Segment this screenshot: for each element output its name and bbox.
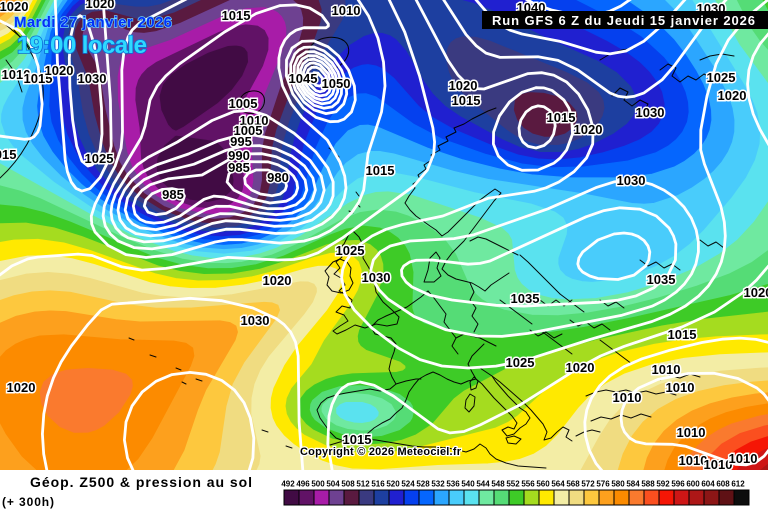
svg-text:548: 548 [491, 480, 505, 489]
svg-text:492: 492 [281, 480, 295, 489]
svg-text:516: 516 [371, 480, 385, 489]
svg-text:1010: 1010 [613, 390, 642, 405]
svg-text:1030: 1030 [78, 71, 107, 86]
svg-text:536: 536 [446, 480, 460, 489]
svg-text:1030: 1030 [241, 313, 270, 328]
svg-text:556: 556 [521, 480, 535, 489]
svg-text:1015: 1015 [343, 432, 372, 447]
svg-text:1005: 1005 [229, 96, 258, 111]
svg-text:600: 600 [686, 480, 700, 489]
svg-text:512: 512 [356, 480, 370, 489]
svg-text:608: 608 [716, 480, 730, 489]
svg-text:1010: 1010 [666, 380, 695, 395]
svg-text:552: 552 [506, 480, 520, 489]
svg-text:1025: 1025 [506, 355, 535, 370]
svg-text:532: 532 [431, 480, 445, 489]
svg-text:604: 604 [701, 480, 715, 489]
svg-text:524: 524 [401, 480, 415, 489]
svg-text:1010: 1010 [240, 113, 269, 128]
svg-text:1020: 1020 [45, 63, 74, 78]
svg-text:1020: 1020 [0, 0, 28, 14]
svg-text:1010: 1010 [652, 362, 681, 377]
svg-text:588: 588 [641, 480, 655, 489]
svg-text:520: 520 [386, 480, 400, 489]
svg-text:985: 985 [228, 160, 250, 175]
svg-text:1020: 1020 [566, 360, 595, 375]
svg-text:580: 580 [611, 480, 625, 489]
svg-text:496: 496 [296, 480, 310, 489]
svg-text:1010: 1010 [729, 451, 758, 466]
svg-text:1015: 1015 [547, 110, 576, 125]
svg-text:1010: 1010 [2, 67, 31, 82]
svg-text:1010: 1010 [332, 3, 361, 18]
svg-text:1020: 1020 [449, 78, 478, 93]
svg-text:1030: 1030 [362, 270, 391, 285]
svg-text:19:00 locale: 19:00 locale [17, 32, 147, 59]
svg-text:1015: 1015 [0, 147, 16, 162]
svg-text:1035: 1035 [511, 291, 540, 306]
svg-text:584: 584 [626, 480, 640, 489]
svg-text:1010: 1010 [704, 457, 733, 472]
svg-text:540: 540 [461, 480, 475, 489]
svg-text:508: 508 [341, 480, 355, 489]
svg-text:995: 995 [230, 134, 252, 149]
svg-text:596: 596 [671, 480, 685, 489]
svg-text:1010: 1010 [677, 425, 706, 440]
svg-text:1020: 1020 [744, 285, 768, 300]
svg-text:1005: 1005 [234, 123, 263, 138]
svg-text:Mardi 27 janvier 2026: Mardi 27 janvier 2026 [14, 14, 172, 31]
svg-text:1030: 1030 [617, 173, 646, 188]
svg-text:1015: 1015 [366, 163, 395, 178]
svg-text:1045: 1045 [289, 71, 318, 86]
svg-text:1015: 1015 [24, 71, 53, 86]
svg-text:Run GFS 6 Z du Jeudi 15 janvie: Run GFS 6 Z du Jeudi 15 janvier 2026 [492, 13, 755, 28]
svg-text:560: 560 [536, 480, 550, 489]
svg-text:1050: 1050 [322, 76, 351, 91]
svg-text:576: 576 [596, 480, 610, 489]
svg-text:1025: 1025 [85, 151, 114, 166]
svg-text:1020: 1020 [7, 380, 36, 395]
svg-text:1010: 1010 [679, 453, 708, 468]
svg-text:1020: 1020 [718, 88, 747, 103]
svg-text:1015: 1015 [222, 8, 251, 23]
svg-text:1030: 1030 [636, 105, 665, 120]
svg-text:1020: 1020 [574, 122, 603, 137]
svg-text:1015: 1015 [668, 327, 697, 342]
svg-text:1020: 1020 [86, 0, 115, 11]
svg-text:985: 985 [162, 187, 184, 202]
svg-text:1025: 1025 [336, 243, 365, 258]
svg-text:572: 572 [581, 480, 595, 489]
svg-text:1025: 1025 [707, 70, 736, 85]
svg-text:1015: 1015 [452, 93, 481, 108]
svg-text:Géop. Z500 & pression au sol: Géop. Z500 & pression au sol [30, 474, 252, 490]
svg-text:1035: 1035 [647, 272, 676, 287]
svg-text:1020: 1020 [263, 273, 292, 288]
svg-text:544: 544 [476, 480, 490, 489]
svg-text:500: 500 [311, 480, 325, 489]
svg-text:564: 564 [551, 480, 565, 489]
svg-text:990: 990 [228, 148, 250, 163]
svg-text:528: 528 [416, 480, 430, 489]
svg-text:612: 612 [731, 480, 745, 489]
svg-text:Copyright © 2026 Meteociel.fr: Copyright © 2026 Meteociel.fr [300, 446, 462, 458]
svg-text:568: 568 [566, 480, 580, 489]
svg-text:504: 504 [326, 480, 340, 489]
svg-text:980: 980 [267, 170, 289, 185]
svg-text:(+ 300h): (+ 300h) [2, 495, 54, 509]
svg-text:592: 592 [656, 480, 670, 489]
